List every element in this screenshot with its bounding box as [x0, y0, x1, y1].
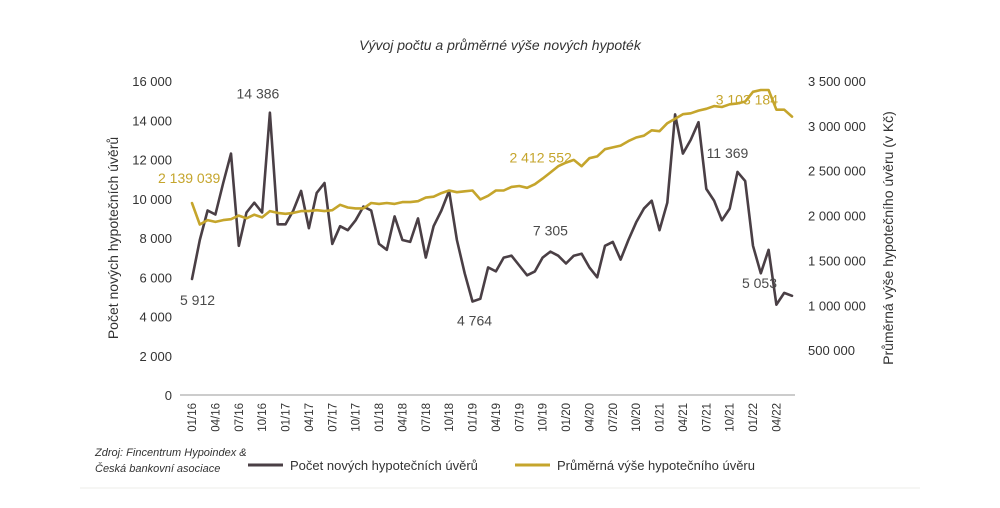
left-axis-title: Počet nových hypotečních úvěrů	[105, 137, 121, 339]
x-tick-label: 04/16	[210, 403, 222, 432]
average-data-label: 2 412 552	[510, 150, 572, 166]
x-axis: 01/16 04/16 07/16 10/16 01/17 04/17 07/17 10/17…	[187, 403, 783, 432]
right-tick-label: 1 500 000	[808, 253, 866, 268]
x-tick-label: 01/20	[561, 403, 573, 432]
x-tick-label: 07/20	[608, 403, 620, 432]
count-data-label: 4 764	[457, 313, 492, 329]
x-tick-label: 10/20	[631, 403, 643, 432]
right-tick-label: 3 000 000	[808, 119, 866, 134]
x-tick-label: 04/17	[304, 403, 316, 432]
x-tick-label: 01/19	[468, 403, 480, 432]
left-tick-label: 14 000	[132, 113, 172, 128]
left-tick-label: 10 000	[132, 192, 172, 207]
x-tick-label: 07/18	[421, 403, 433, 432]
average-data-label: 3 103 184	[716, 92, 778, 108]
left-tick-label: 0	[165, 388, 172, 403]
right-tick-label: 2 500 000	[808, 164, 866, 179]
x-tick-label: 01/22	[748, 403, 760, 432]
legend-label-count: Počet nových hypotečních úvěrů	[290, 458, 478, 473]
right-tick-label: 2 000 000	[808, 209, 866, 224]
x-tick-label: 04/22	[771, 403, 783, 432]
left-y-axis: 16 000 14 000 12 000 10 000 8 000 6 000 4 000 2…	[132, 74, 172, 403]
x-tick-label: 10/19	[538, 403, 550, 432]
count-data-label: 11 369	[707, 145, 749, 161]
x-tick-label: 01/16	[187, 403, 199, 432]
right-axis-title: Průměrná výše hypotečního úvěru (v Kč)	[880, 111, 896, 365]
legend-label-average: Průměrná výše hypotečního úvěru	[557, 458, 755, 473]
left-tick-label: 16 000	[132, 74, 172, 89]
x-tick-label: 01/21	[655, 403, 667, 432]
annotation-layer: 5 912 14 386 4 764 7 305 11 369 5 053 2 139 03…	[158, 86, 778, 329]
left-tick-label: 2 000	[139, 349, 172, 364]
x-tick-label: 04/20	[584, 403, 596, 432]
x-tick-label: 10/16	[257, 403, 269, 432]
x-tick-label: 10/18	[444, 403, 456, 432]
x-tick-label: 07/17	[327, 403, 339, 432]
right-tick-label: 3 500 000	[808, 74, 866, 89]
x-tick-label: 04/18	[397, 403, 409, 432]
x-tick-label: 07/19	[514, 403, 526, 432]
left-tick-label: 4 000	[139, 310, 172, 325]
right-tick-label: 500 000	[808, 343, 855, 358]
x-tick-label: 04/19	[491, 403, 503, 432]
count-data-label: 7 305	[533, 223, 568, 239]
source-line-1: Zdroj: Fincentrum Hypoindex &	[94, 447, 247, 459]
series-layer	[190, 88, 794, 307]
count-data-label: 5 912	[180, 292, 215, 308]
left-tick-label: 8 000	[139, 231, 172, 246]
average-series-line	[190, 88, 794, 226]
left-tick-label: 12 000	[132, 153, 172, 168]
x-tick-label: 01/18	[374, 403, 386, 432]
right-tick-label: 1 000 000	[808, 298, 866, 313]
count-data-label: 14 386	[237, 86, 280, 102]
x-tick-label: 07/21	[701, 403, 713, 432]
x-tick-label: 10/17	[351, 403, 363, 432]
source-line-2: Česká bankovní asociace	[95, 462, 220, 475]
x-tick-label: 01/17	[281, 403, 293, 432]
count-data-label: 5 053	[742, 275, 777, 291]
left-tick-label: 6 000	[139, 270, 172, 285]
average-data-label: 2 139 039	[158, 170, 220, 186]
count-series-line	[190, 111, 794, 307]
x-tick-label: 07/16	[234, 403, 246, 432]
x-tick-label: 10/21	[725, 403, 737, 432]
right-y-axis: 3 500 000 3 000 000 2 500 000 2 000 000 1 50…	[808, 74, 866, 358]
x-tick-label: 04/21	[678, 403, 690, 432]
chart-title: Vývoj počtu a průměrné výše nových hypot…	[359, 37, 642, 53]
